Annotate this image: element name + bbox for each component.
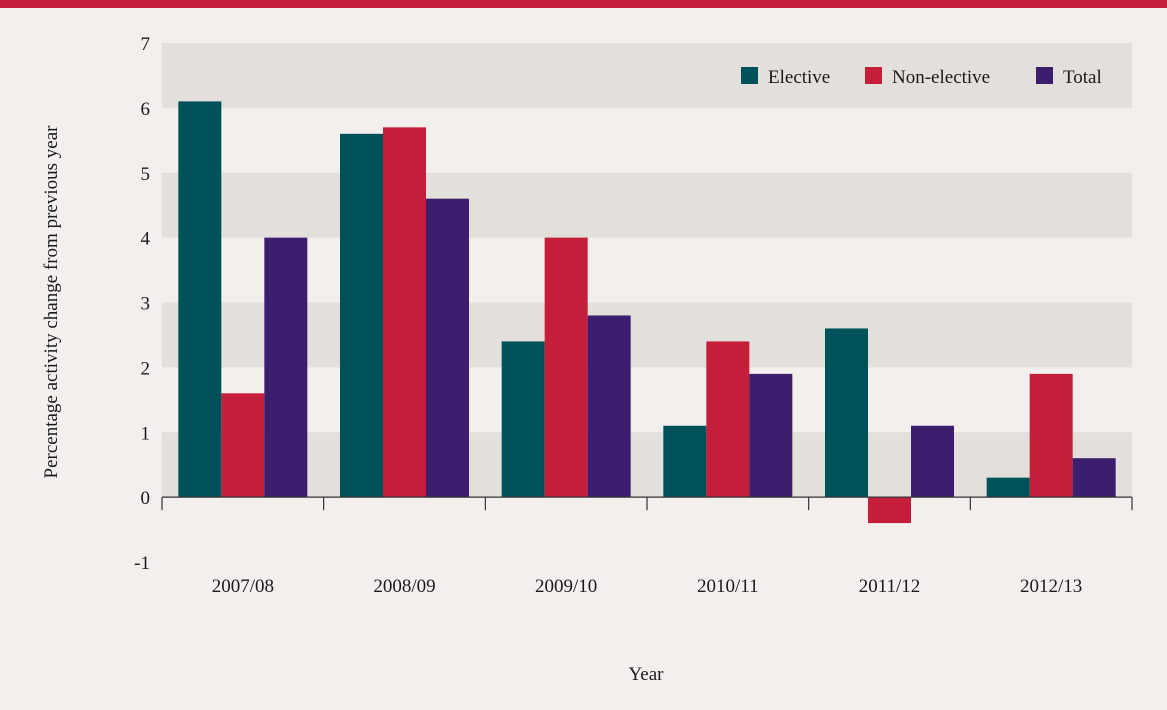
bar-non-elective-2009-10: [544, 237, 588, 498]
y-tick-label: 6: [141, 99, 151, 120]
bar-elective-2007-08: [178, 101, 222, 498]
bar-elective-2012-13: [986, 477, 1030, 498]
y-tick-label: 5: [141, 164, 151, 185]
legend-swatch: [741, 67, 758, 84]
bar-elective-2009-10: [501, 341, 545, 498]
bar-non-elective-2011-12: [868, 497, 911, 524]
bar-total-2009-10: [587, 315, 631, 498]
legend-swatch: [865, 67, 882, 84]
grid-bands: [162, 43, 1132, 498]
y-tick-label: 1: [141, 423, 151, 444]
x-tick-label: 2008/09: [373, 576, 435, 597]
bar-total-2011-12: [911, 425, 954, 498]
grid-band: [162, 302, 1132, 368]
y-tick-labels: -1 0 1 2 3 4 5 6 7: [134, 34, 150, 574]
y-tick-label: 7: [141, 34, 151, 55]
x-tick-label: 2011/12: [859, 576, 921, 597]
y-axis-title: Percentage activity change from previous…: [41, 125, 62, 479]
y-tick-label: 4: [141, 229, 151, 250]
x-tick-label: 2007/08: [212, 576, 274, 597]
bar-elective-2011-12: [825, 328, 868, 498]
axes: [161, 496, 1133, 511]
bar-non-elective-2007-08: [221, 393, 265, 498]
bar-elective-2010-11: [663, 425, 707, 498]
x-axis-title: Year: [628, 664, 664, 685]
grid-band: [162, 43, 1132, 108]
top-accent-rule: [0, 0, 1167, 8]
bar-non-elective-2012-13: [1029, 373, 1073, 498]
legend: Elective Non-elective Total: [741, 67, 1102, 88]
y-tick-label: 0: [141, 488, 151, 509]
legend-label: Elective: [768, 67, 830, 88]
bar-total-2010-11: [749, 373, 793, 498]
bar-total-2012-13: [1072, 458, 1116, 498]
legend-swatch: [1036, 67, 1053, 84]
grid-band: [162, 172, 1132, 238]
y-tick-label: 3: [141, 294, 151, 315]
bars: [178, 101, 1116, 524]
y-tick-label: 2: [141, 358, 151, 379]
legend-label: Total: [1063, 67, 1102, 88]
bar-total-2008-09: [426, 198, 469, 498]
x-tick-label: 2009/10: [535, 576, 597, 597]
bar-non-elective-2008-09: [383, 127, 426, 498]
x-tick-label: 2010/11: [697, 576, 759, 597]
bar-non-elective-2010-11: [706, 341, 750, 498]
y-tick-label: -1: [134, 553, 150, 574]
x-tick-label: 2012/13: [1020, 576, 1082, 597]
grid-band: [162, 432, 1132, 498]
bar-elective-2008-09: [340, 133, 383, 498]
legend-label: Non-elective: [892, 67, 990, 88]
x-tick-labels: 2007/08 2008/09 2009/10 2010/11 2011/12 2012/…: [212, 576, 1083, 597]
bar-total-2007-08: [264, 237, 308, 498]
